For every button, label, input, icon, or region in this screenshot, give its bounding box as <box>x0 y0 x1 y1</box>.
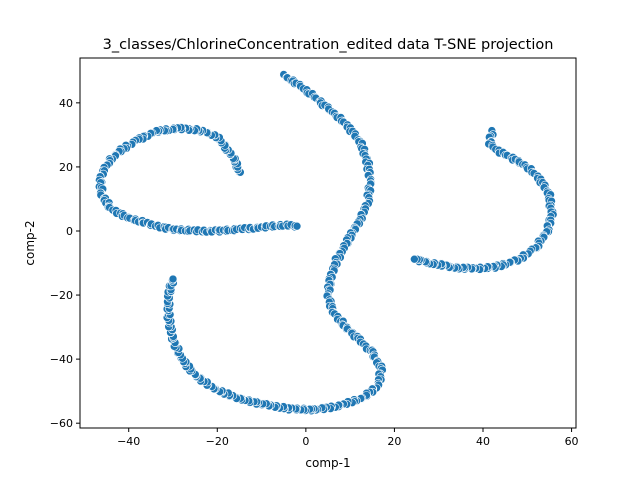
x-tick-label: 0 <box>302 435 309 448</box>
x-tick-label: −20 <box>206 435 229 448</box>
y-axis-label: comp-2 <box>23 220 37 265</box>
y-axis-ticks: −60 −40 −20 0 20 40 <box>50 97 80 430</box>
y-tick-label: −40 <box>50 353 73 366</box>
data-point <box>168 274 178 284</box>
x-tick-label: −40 <box>117 435 140 448</box>
data-point <box>410 254 419 264</box>
x-axis-label: comp-1 <box>305 456 350 470</box>
x-axis-ticks: −40 −20 0 20 40 60 <box>117 428 579 448</box>
plot-frame <box>79 57 577 429</box>
y-tick-label: 0 <box>66 225 73 238</box>
y-tick-label: 20 <box>59 161 73 174</box>
data-point <box>292 221 302 231</box>
chart-title: 3_classes/ChlorineConcentration_edited d… <box>103 37 554 53</box>
x-tick-label: 60 <box>565 435 579 448</box>
x-tick-label: 20 <box>387 435 401 448</box>
data-points <box>94 70 558 416</box>
y-tick-label: −60 <box>50 417 73 430</box>
y-tick-label: 40 <box>59 97 73 110</box>
x-tick-label: 40 <box>476 435 490 448</box>
y-tick-label: −20 <box>50 289 73 302</box>
